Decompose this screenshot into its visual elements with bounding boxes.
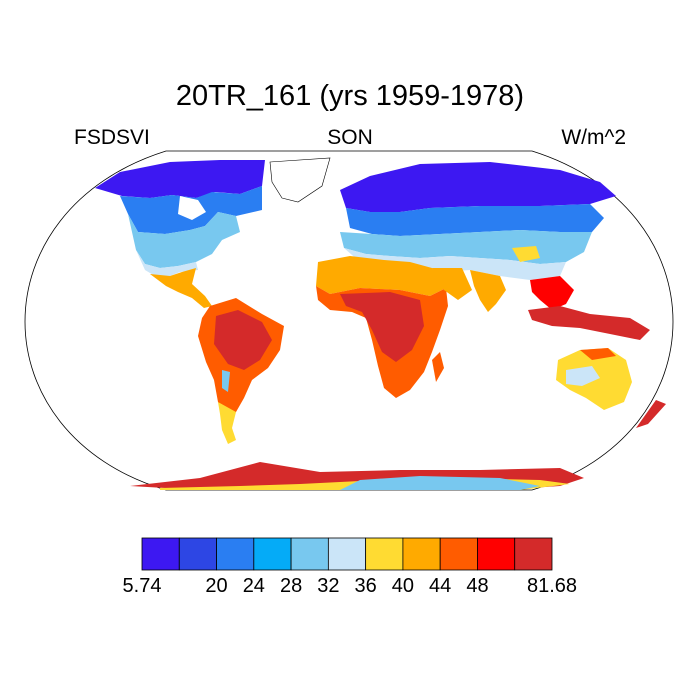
colorbar-label: 24 bbox=[243, 575, 265, 597]
colorbar-swatch bbox=[477, 537, 516, 571]
plot-title: 20TR_161 (yrs 1959-1978) bbox=[175, 80, 525, 112]
central-america bbox=[150, 268, 212, 308]
colorbar-swatch bbox=[290, 537, 329, 571]
colorbar-swatch bbox=[365, 537, 404, 571]
north-america-mid bbox=[128, 212, 240, 268]
colorbar-label: 28 bbox=[280, 575, 302, 597]
colorbar-swatch bbox=[141, 537, 180, 571]
units-label: W/m^2 bbox=[561, 126, 626, 149]
australia-cool bbox=[566, 366, 600, 386]
colorbar-label: 40 bbox=[392, 575, 414, 597]
southeast-asia bbox=[530, 276, 574, 310]
tibet-plateau bbox=[512, 246, 540, 262]
new-zealand bbox=[636, 400, 666, 428]
antarctica-interior bbox=[340, 476, 540, 490]
australia-north bbox=[580, 348, 616, 360]
north-america-south bbox=[136, 250, 198, 276]
eurasia-north bbox=[346, 204, 604, 236]
colorbar-swatch bbox=[439, 537, 478, 571]
hudson-bay bbox=[178, 196, 206, 220]
colorbar-label: 32 bbox=[317, 575, 339, 597]
india bbox=[470, 270, 506, 312]
andes-cool bbox=[222, 370, 230, 392]
africa-core bbox=[340, 292, 424, 362]
colorbar-swatch bbox=[178, 537, 217, 571]
colorbar-label: 81.68 bbox=[527, 575, 577, 597]
arabia bbox=[432, 268, 472, 300]
greenland bbox=[269, 157, 331, 203]
colorbar-label: 48 bbox=[466, 575, 488, 597]
asia-south bbox=[344, 248, 566, 280]
north-america-polar bbox=[95, 160, 265, 198]
variable-label: FSDSVI bbox=[74, 126, 150, 149]
south-america-core bbox=[214, 310, 272, 370]
indonesia bbox=[528, 306, 650, 340]
season-label: SON bbox=[327, 126, 373, 149]
africa-north bbox=[316, 256, 446, 296]
colorbar-label: 20 bbox=[205, 575, 227, 597]
colorbar-swatch bbox=[253, 537, 292, 571]
south-america-south bbox=[218, 402, 236, 444]
colorbar-label: 36 bbox=[355, 575, 377, 597]
colorbar-swatch bbox=[402, 537, 441, 571]
colorbar-swatch bbox=[327, 537, 367, 571]
colorbar-label: 5.74 bbox=[123, 575, 162, 597]
colorbar-swatch bbox=[514, 537, 553, 571]
eurasia-polar bbox=[340, 162, 616, 212]
colorbar-label: 44 bbox=[429, 575, 451, 597]
madagascar bbox=[432, 352, 444, 382]
colorbar-swatch bbox=[216, 537, 255, 571]
